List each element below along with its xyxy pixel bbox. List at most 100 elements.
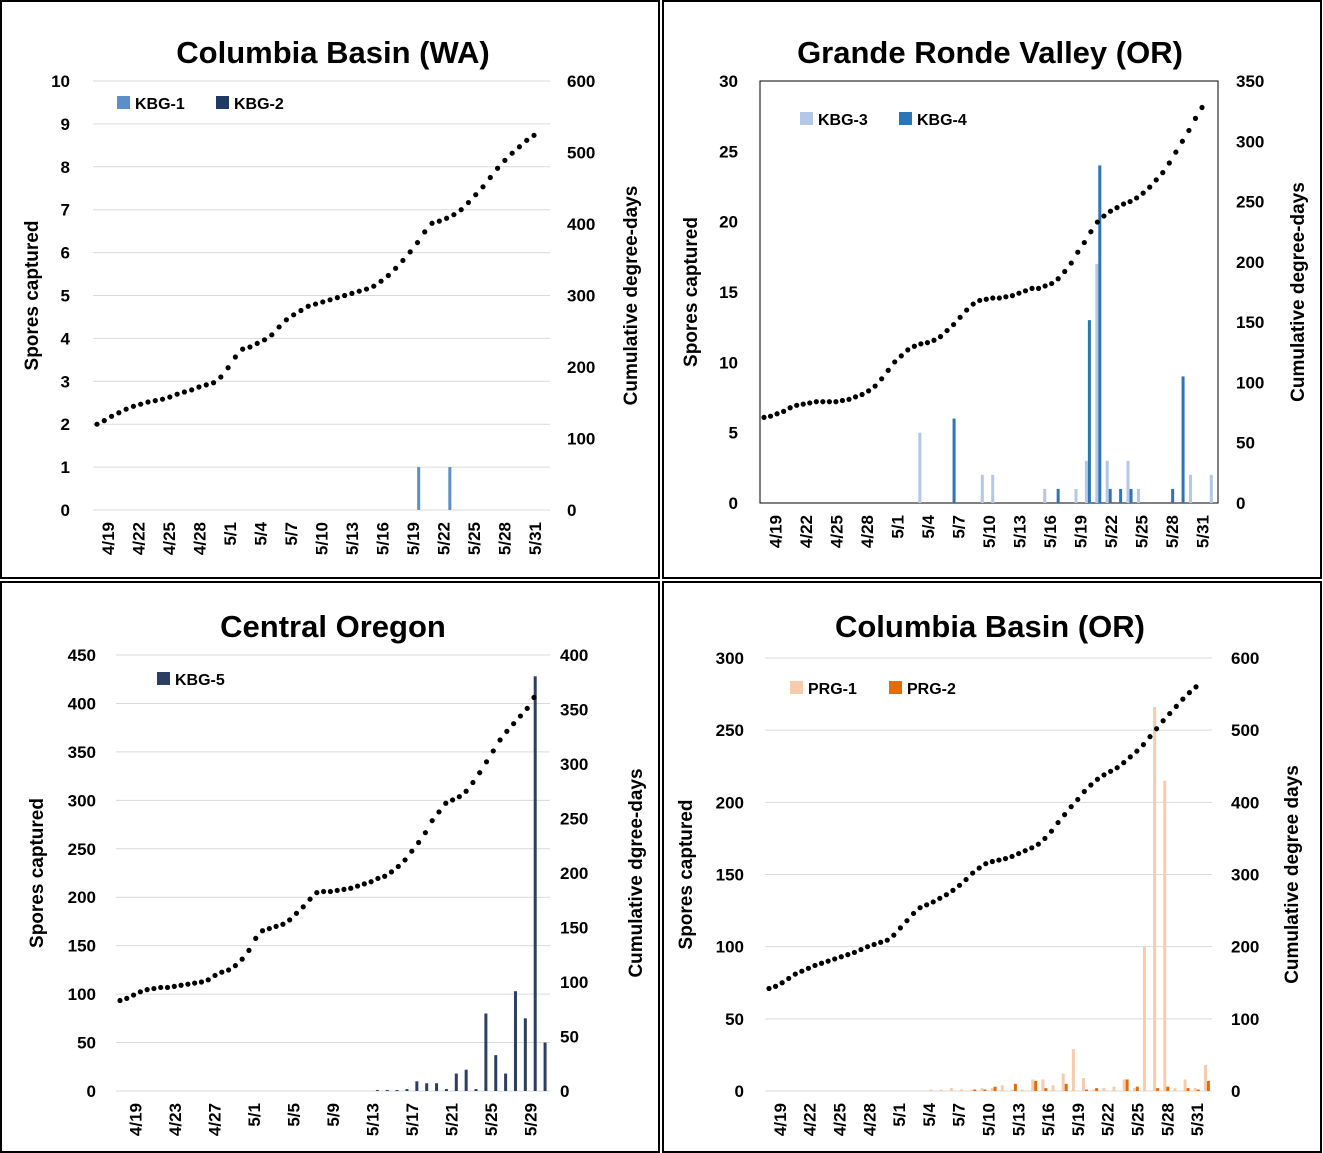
bar-prg-2: [1156, 1088, 1160, 1091]
degree-day-point: [458, 207, 464, 213]
x-tick-label: 5/10: [980, 515, 999, 548]
degree-day-point: [1173, 149, 1179, 155]
bar-kbg-5: [415, 1081, 419, 1091]
degree-day-point: [976, 865, 982, 871]
degree-day-point: [1029, 285, 1035, 291]
degree-day-point: [273, 923, 279, 930]
degree-day-point: [884, 937, 890, 943]
bar-kbg-3: [1136, 488, 1140, 503]
bar-prg-1: [990, 1088, 994, 1091]
x-tick-label: 4/22: [801, 1103, 820, 1136]
y2-tick-label: 350: [1236, 72, 1264, 91]
y2-tick-label: 0: [560, 1082, 569, 1101]
x-tick-label: 5/1: [888, 515, 907, 539]
y2-tick-label: 0: [567, 501, 576, 520]
y-axis-title: Spores captured: [22, 221, 43, 371]
degree-day-point: [494, 165, 501, 171]
y-tick-label: 100: [716, 938, 744, 957]
degree-day-point: [1075, 796, 1081, 803]
degree-day-point: [930, 899, 936, 905]
degree-day-point: [772, 983, 779, 989]
y2-tick-label: 350: [560, 701, 588, 720]
degree-day-point: [956, 882, 963, 888]
degree-day-point: [327, 297, 333, 303]
degree-day-point: [761, 414, 767, 420]
bar-prg-1: [1071, 1049, 1075, 1091]
x-tick-label: 5/1: [890, 1103, 909, 1127]
degree-day-point: [480, 184, 486, 190]
degree-day-point: [185, 981, 191, 987]
degree-day-point: [393, 265, 399, 271]
degree-day-point: [291, 312, 297, 318]
degree-day-point: [871, 941, 877, 948]
degree-day-point: [1068, 260, 1074, 266]
x-tick-label: 4/25: [827, 515, 846, 548]
degree-day-point: [416, 839, 422, 846]
degree-day-point: [509, 150, 515, 156]
bar-prg-1: [1112, 1086, 1116, 1091]
legend-label-kbg-4: KBG-4: [917, 112, 967, 129]
degree-day-point: [116, 410, 122, 416]
bar-prg-2: [973, 1089, 977, 1091]
degree-day-point: [996, 857, 1002, 863]
degree-day-point: [151, 985, 157, 992]
degree-day-point: [1101, 772, 1107, 778]
bar-kbg-5: [504, 1073, 508, 1091]
degree-day-point: [767, 413, 774, 419]
degree-day-point: [937, 334, 944, 340]
degree-day-point: [198, 979, 205, 985]
panel-border-top-left: [0, 0, 660, 579]
degree-day-point: [276, 324, 282, 330]
degree-day-point: [449, 797, 456, 803]
degree-day-point: [356, 288, 362, 294]
degree-day-point: [924, 902, 930, 908]
degree-day-point: [1140, 190, 1146, 196]
x-tick-label: 4/28: [191, 522, 210, 555]
x-tick-label: 5/4: [252, 521, 271, 545]
degree-day-point: [378, 278, 384, 284]
degree-day-point: [1022, 848, 1028, 854]
y2-tick-label: 300: [1231, 866, 1259, 885]
x-tick-label: 5/1: [221, 522, 240, 546]
panel-border-bottom-right: [662, 581, 1322, 1153]
bar-prg-1: [1051, 1085, 1055, 1091]
x-tick-label: 5/7: [282, 522, 301, 546]
x-tick-label: 5/31: [1194, 515, 1213, 548]
degree-day-point: [970, 870, 976, 876]
bar-kbg-5: [454, 1073, 458, 1091]
x-tick-label: 5/16: [1041, 515, 1060, 548]
x-tick-label: 5/9: [324, 1103, 343, 1127]
degree-day-point: [1114, 205, 1120, 211]
degree-day-point: [794, 402, 800, 408]
degree-day-point: [918, 341, 924, 347]
bar-kbg-3: [1105, 460, 1109, 503]
degree-day-point: [246, 947, 252, 953]
degree-day-point: [436, 809, 442, 815]
y2-tick-label: 400: [567, 215, 595, 234]
degree-day-point: [144, 987, 150, 993]
degree-day-point: [138, 401, 144, 407]
bar-kbg-3: [1126, 460, 1130, 503]
y-tick-label: 200: [68, 888, 96, 907]
degree-day-point: [94, 421, 100, 427]
bar-prg-2: [1135, 1086, 1139, 1091]
degree-day-point: [911, 343, 917, 349]
y2-tick-label: 200: [560, 864, 588, 883]
bar-prg-1: [929, 1089, 933, 1091]
degree-day-point: [254, 340, 260, 347]
y2-tick-label: 250: [560, 810, 588, 829]
y2-tick-label: 200: [1231, 938, 1259, 957]
bar-prg-1: [1122, 1079, 1126, 1091]
degree-day-point: [943, 892, 949, 898]
y-tick-label: 1: [61, 458, 70, 477]
x-tick-label: 4/27: [206, 1103, 225, 1136]
bar-prg-1: [1031, 1079, 1035, 1091]
degree-day-point: [225, 967, 232, 973]
degree-day-point: [422, 229, 428, 235]
degree-day-point: [487, 174, 493, 181]
bar-prg-2: [1095, 1088, 1099, 1091]
degree-day-point: [261, 337, 268, 343]
bar-prg-2: [1186, 1088, 1190, 1091]
legend-label-prg-2: PRG-2: [907, 681, 956, 698]
